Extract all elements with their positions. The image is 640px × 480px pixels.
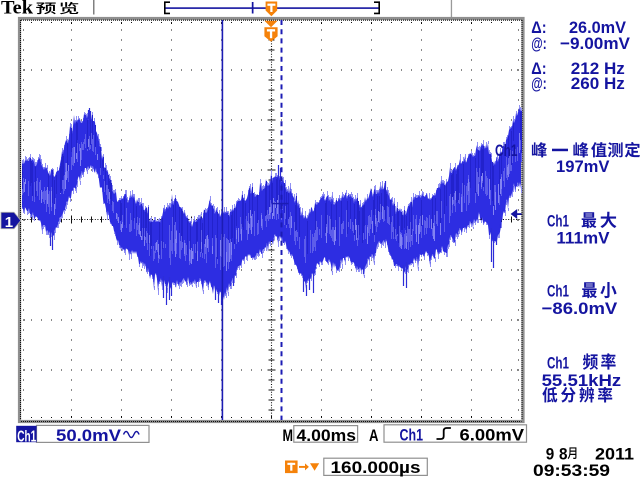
- svg-text:Ch1: Ch1: [495, 141, 518, 160]
- svg-text:Δ:: Δ:: [531, 18, 546, 37]
- svg-text:@:: @:: [531, 74, 546, 93]
- svg-text:4.00ms: 4.00ms: [297, 426, 357, 445]
- svg-text:197mV: 197mV: [556, 157, 610, 176]
- svg-text:−9.00mV: −9.00mV: [560, 34, 631, 53]
- svg-text:Δ:: Δ:: [531, 59, 546, 78]
- svg-text:A: A: [369, 426, 379, 445]
- svg-text:Ch1: Ch1: [547, 281, 569, 300]
- svg-text:1: 1: [5, 214, 13, 231]
- svg-text:212 Hz: 212 Hz: [571, 59, 625, 78]
- svg-text:111mV: 111mV: [556, 229, 610, 248]
- svg-text:260 Hz: 260 Hz: [571, 74, 625, 93]
- svg-text:Ch1: Ch1: [547, 353, 569, 372]
- svg-text:9: 9: [546, 444, 555, 463]
- svg-text:160.000µs: 160.000µs: [331, 458, 421, 477]
- svg-text:@:: @:: [531, 34, 546, 53]
- svg-text:−86.0mV: −86.0mV: [542, 299, 618, 318]
- svg-text:09:53:59: 09:53:59: [533, 461, 610, 480]
- svg-text:Tek: Tek: [1, 0, 34, 19]
- svg-text:8: 8: [559, 444, 568, 463]
- svg-text:55.51kHz: 55.51kHz: [542, 371, 622, 390]
- svg-text:Ch1: Ch1: [400, 425, 424, 444]
- svg-text:26.0mV: 26.0mV: [569, 18, 627, 37]
- svg-text:M: M: [283, 426, 294, 445]
- svg-text:6.00mV: 6.00mV: [460, 426, 525, 445]
- svg-text:Ch1: Ch1: [547, 211, 569, 230]
- svg-text:2011: 2011: [595, 444, 634, 463]
- svg-text:50.0mV: 50.0mV: [56, 426, 122, 445]
- svg-text:Ch1: Ch1: [17, 428, 36, 445]
